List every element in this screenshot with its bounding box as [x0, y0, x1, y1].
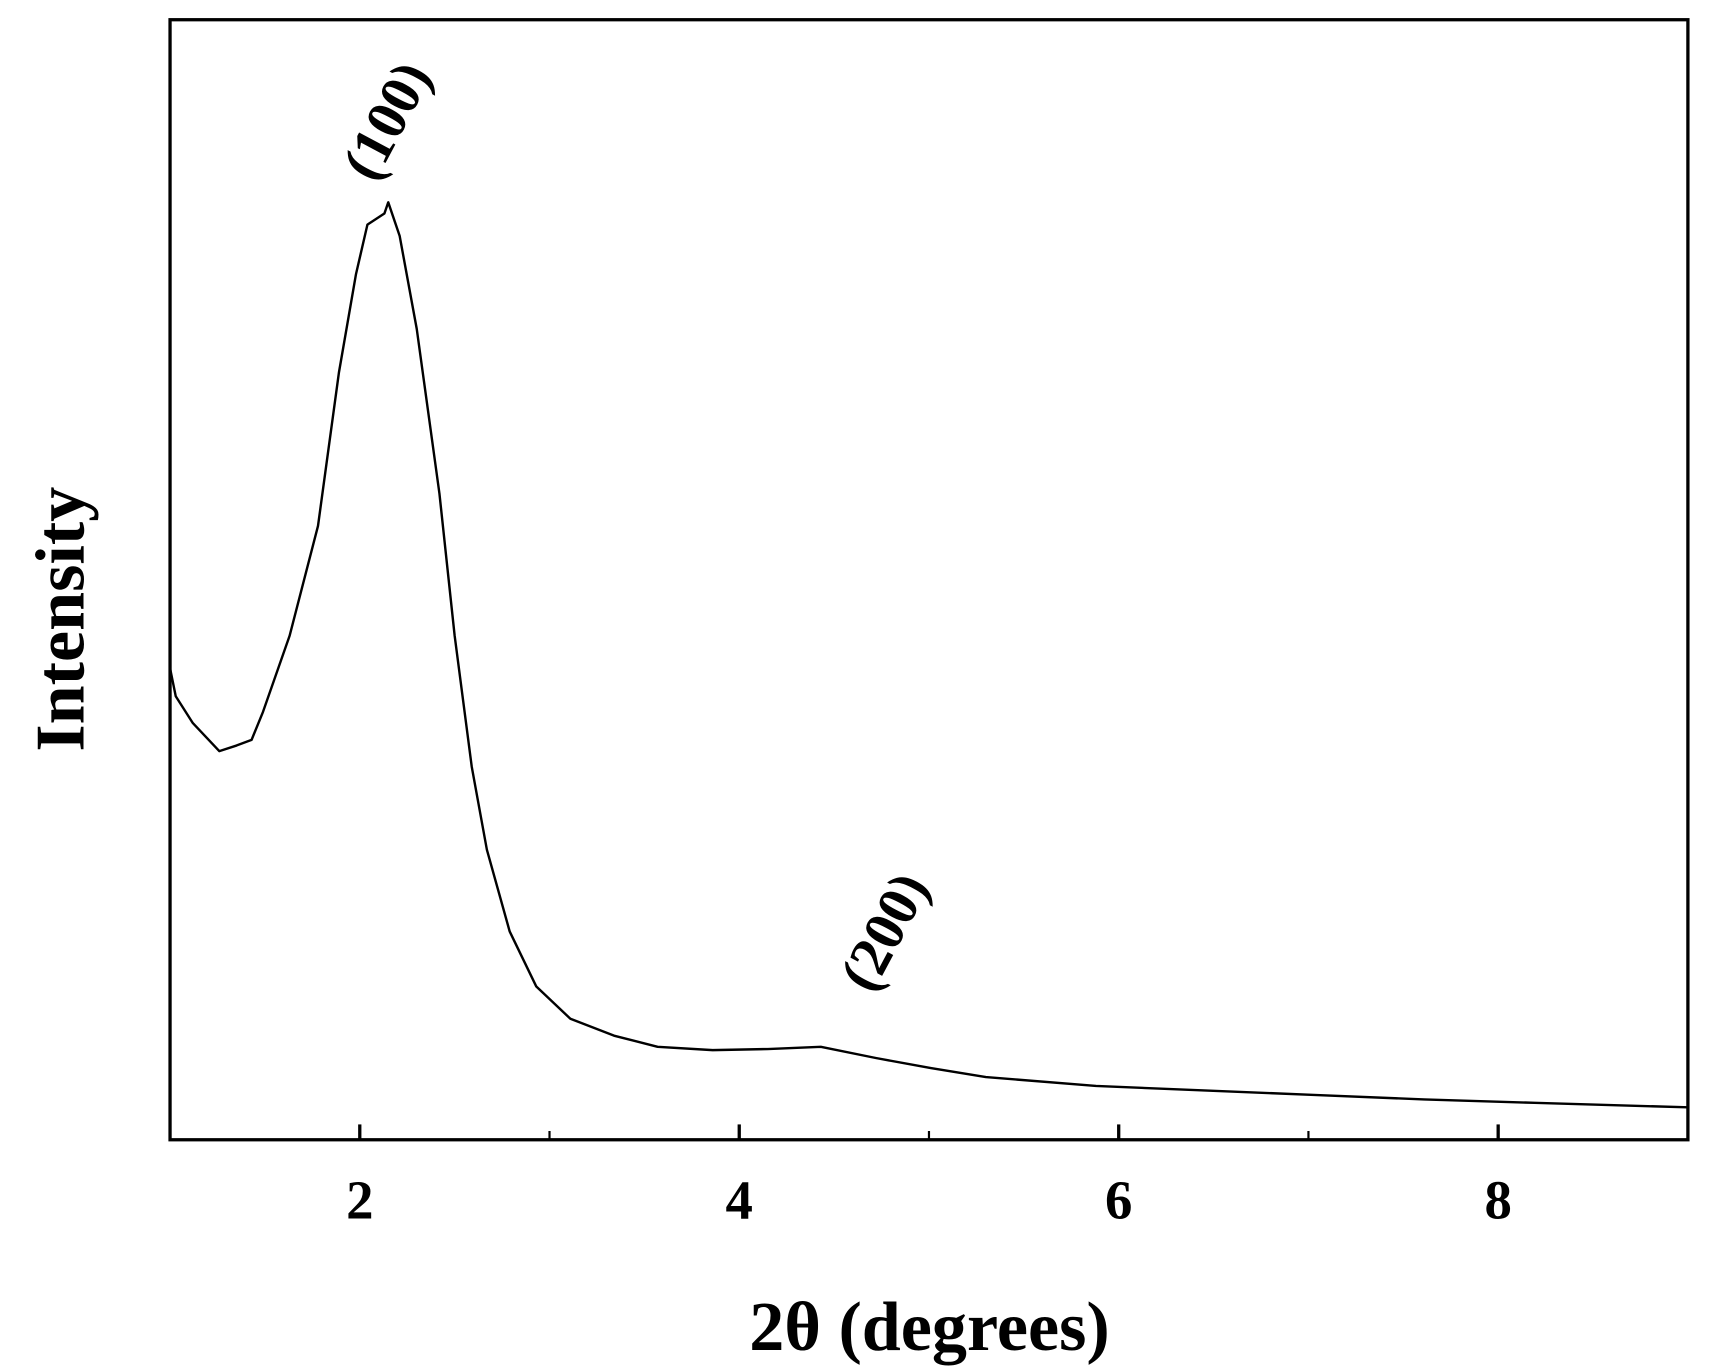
x-axis-title: 2θ (degrees) [749, 1289, 1110, 1366]
x-tick-label: 2 [346, 1170, 373, 1231]
peak-label: (100) [330, 51, 444, 190]
x-tick-label: 8 [1484, 1170, 1511, 1231]
plot-frame [170, 20, 1688, 1140]
x-tick-label: 6 [1105, 1170, 1132, 1231]
peak-label: (200) [828, 862, 942, 1001]
page: {"chart_data": {"type": "line", "x_label… [0, 0, 1710, 1371]
x-tick-label: 4 [726, 1170, 753, 1231]
data-line [170, 202, 1688, 1107]
y-axis-title: Intensity [22, 487, 99, 752]
chart: 2θ (degrees) Intensity (100) (200) 2 4 6 8 [0, 0, 1710, 1371]
